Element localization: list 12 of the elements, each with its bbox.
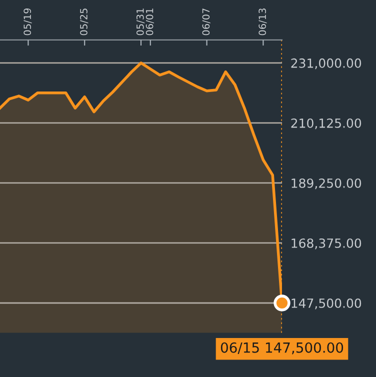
x-tick-label: 05/31 — [136, 8, 145, 36]
y-tick-label: 147,500.00 — [292, 298, 362, 310]
x-tick-label: 05/25 — [80, 8, 88, 36]
x-tick-label: 06/01 — [146, 8, 154, 36]
x-tick-label: 06/13 — [258, 8, 267, 36]
x-tick-label: 06/07 — [202, 8, 210, 36]
y-tick-label: 210,125.00 — [291, 118, 362, 130]
y-tick-label: 168,375.00 — [292, 238, 362, 250]
y-tick-label: 231,000.00 — [291, 58, 362, 70]
y-tick-label: 189,250.00 — [292, 178, 362, 190]
annotation: 06/15 147,500.00 — [220, 342, 344, 354]
x-tick-label: 05/19 — [24, 8, 32, 36]
